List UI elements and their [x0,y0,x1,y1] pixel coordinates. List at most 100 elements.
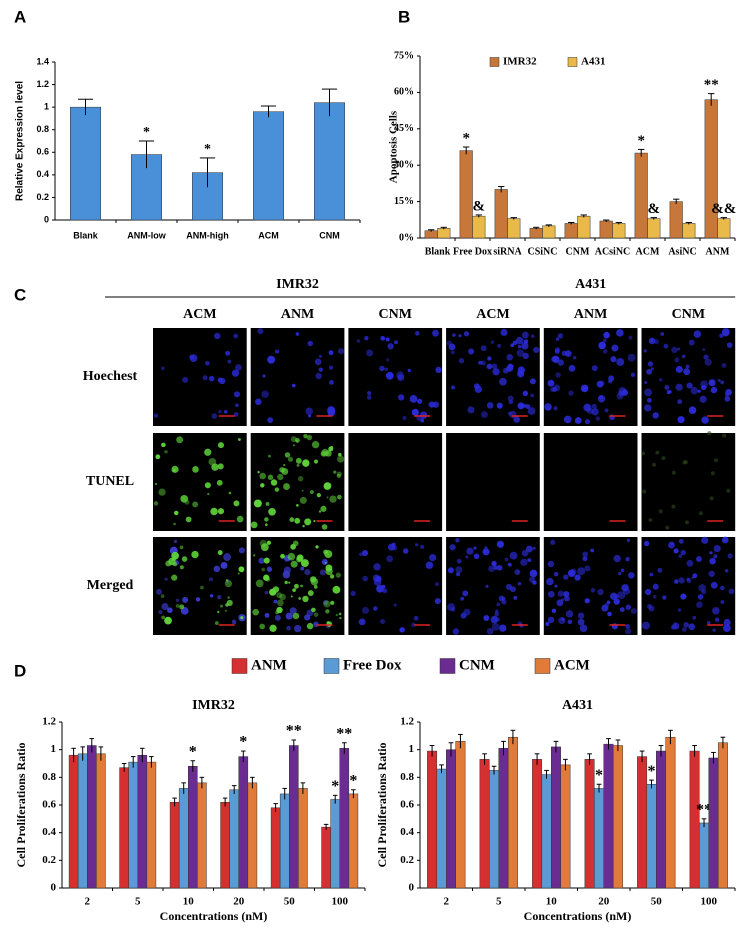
y-tick-label: 75% [394,50,414,61]
tunel-signal [238,566,245,573]
annotation: * [189,743,197,760]
nucleus [683,621,689,628]
nucleus [547,560,555,568]
tunel-signal [288,456,293,462]
nucleus [641,621,650,630]
nucleus [690,386,699,395]
nucleus [267,417,274,424]
tunel-signal [298,597,302,600]
x-tick-label: siRNA [493,246,522,257]
tunel-signal [318,510,322,513]
tunel-signal [210,507,218,516]
nucleus [521,342,529,350]
bar [68,754,79,889]
nucleus [698,584,706,592]
tunel-signal [313,585,318,589]
tunel-signal [217,550,223,556]
nucleus [223,553,232,561]
nucleus [510,343,515,348]
tunel-signal [320,505,327,512]
nucleus [613,598,620,605]
annotation: ** [696,802,712,819]
tunel-signal [192,466,199,473]
nucleus [590,548,595,553]
nucleus [577,618,585,626]
nucleus [692,615,697,620]
nucleus [386,555,394,563]
nucleus [499,377,507,386]
nucleus [435,366,442,374]
nucleus [509,551,518,560]
nucleus [490,615,499,624]
nucleus [616,357,625,366]
tunel-signal [261,567,266,572]
nucleus [577,567,586,576]
nucleus [517,345,522,349]
nucleus [499,624,507,632]
legend-swatch [439,658,456,674]
y-tick-label: 60% [394,87,414,98]
nucleus [304,568,311,576]
bar [77,753,88,889]
annotation: * [331,778,339,795]
bar [689,750,700,889]
y-tick-label: 0% [399,232,414,243]
tunel-signal [160,594,165,598]
nucleus [591,365,598,372]
nucleus [449,544,456,551]
micrograph [543,433,638,531]
tunel-signal [200,585,204,590]
annotation: & [648,201,661,217]
bar [128,761,139,889]
nucleus [611,344,619,352]
nucleus [447,567,454,574]
tunel-signal [217,463,224,470]
nucleus [473,553,480,560]
nucleus [497,343,502,348]
y-tick-label: 0.2 [400,854,414,866]
tunel-signal [297,476,304,482]
nucleus [195,597,201,602]
nucleus [452,628,460,635]
bar [270,807,281,889]
tunel-signal [269,624,277,632]
tunel-signal [233,500,240,507]
nucleus [361,606,369,614]
nucleus [480,345,487,352]
tunel-signal [164,616,172,625]
nucleus [604,408,609,413]
y-tick-label: 0.2 [36,192,49,202]
bar [560,764,571,889]
nucleus [551,356,558,363]
nucleus [379,365,385,372]
tunel-signal [722,433,727,438]
y-tick-label: 1.4 [36,56,49,66]
bar [137,754,148,889]
nucleus [515,336,524,345]
tunel-signal [161,442,166,448]
tunel-signal [250,521,258,529]
nucleus [650,338,654,342]
y-tick-label: 0.8 [42,771,56,783]
nucleus [725,388,733,396]
tunel-signal [238,438,241,441]
bar [612,745,623,889]
nucleus [182,596,189,603]
nucleus [175,598,180,603]
nucleus [714,617,720,622]
tunel-signal [309,490,314,495]
nucleus [547,616,555,624]
bar [704,99,718,239]
legend-swatch [567,57,578,67]
legend-label: IMR32 [503,56,537,68]
tunel-signal [292,444,296,447]
nucleus [603,349,608,354]
nucleus [407,368,411,373]
nucleus [376,584,384,593]
nucleus [217,595,222,600]
nucleus [683,368,691,376]
tunel-signal [155,454,161,460]
nucleus [208,577,213,582]
tunel-signal [304,518,312,526]
nucleus [582,556,588,562]
